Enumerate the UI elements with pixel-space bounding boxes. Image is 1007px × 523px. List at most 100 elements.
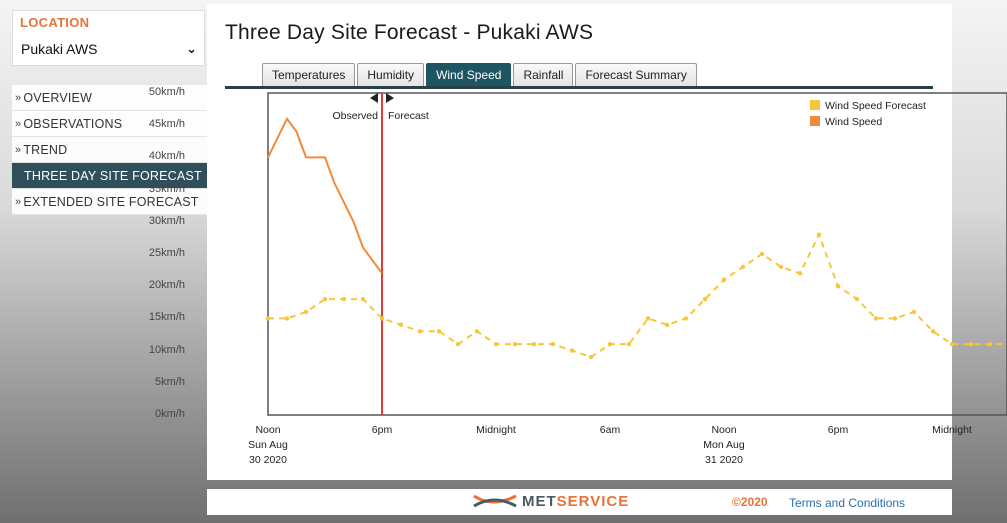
forecast-point — [265, 316, 271, 321]
y-tick-label: 50km/h — [148, 86, 185, 98]
sidebar-item-label: THREE DAY SITE FORECAST — [24, 168, 202, 183]
x-tick-label: 6pm — [372, 424, 393, 436]
forecast-point — [303, 309, 309, 315]
forecast-point — [626, 341, 632, 347]
y-tick-label: 45km/h — [148, 118, 185, 131]
legend-swatch — [810, 116, 820, 126]
forecast-point — [417, 329, 423, 334]
forecast-point — [854, 296, 860, 302]
x-tick-label: Mon Aug — [703, 439, 745, 451]
forecast-point — [455, 341, 461, 347]
forecast-point — [379, 316, 385, 321]
sidebar-item-three-day-forecast[interactable]: THREE DAY SITE FORECAST — [12, 163, 207, 189]
metservice-wordmark: METSERVICE — [522, 492, 630, 510]
sidebar-item-extended-forecast[interactable]: » EXTENDED SITE FORECAST — [12, 189, 207, 215]
sidebar-item-observations[interactable]: » OBSERVATIONS — [12, 111, 207, 137]
y-tick-label: 30km/h — [148, 214, 185, 227]
forecast-point — [721, 277, 727, 282]
forecast-point — [664, 322, 670, 328]
y-tick-label: 10km/h — [148, 343, 185, 356]
tab-rainfall[interactable]: Rainfall — [513, 63, 574, 86]
forecast-point — [873, 316, 879, 321]
observed-label: Observed — [332, 110, 378, 122]
x-tick-label: Sun Aug — [248, 439, 288, 451]
forecast-point — [949, 341, 955, 347]
y-tick-label: 25km/h — [148, 247, 185, 259]
x-tick-label: Noon — [255, 424, 280, 436]
sidebar-item-label: EXTENDED SITE FORECAST — [23, 194, 199, 209]
chevron-down-icon: ⌄ — [186, 41, 197, 56]
forecast-point — [987, 341, 993, 347]
y-tick-label: 15km/h — [148, 311, 185, 324]
tab-bar: Temperatures Humidity Wind Speed Rainfal… — [262, 63, 697, 86]
forecast-point — [607, 341, 613, 347]
forecast-point — [588, 354, 594, 360]
y-tick-label: 40km/h — [148, 150, 185, 163]
forecast-point — [702, 296, 708, 302]
tab-forecast-summary[interactable]: Forecast Summary — [575, 63, 697, 86]
tab-wind-speed[interactable]: Wind Speed — [426, 63, 512, 86]
x-tick-label: Midnight — [932, 424, 972, 436]
double-chevron-right-icon: » — [15, 143, 22, 156]
double-chevron-right-icon: » — [15, 195, 22, 208]
forecast-point — [493, 341, 499, 347]
y-tick-label: 35km/h — [148, 182, 185, 195]
arrow-left-icon — [370, 93, 378, 103]
x-tick-label: Midnight — [476, 424, 516, 436]
footer: METSERVICE ©2020 Terms and Conditions — [207, 489, 952, 515]
forecast-point — [569, 348, 575, 353]
location-select[interactable]: Pukaki AWS ⌄ — [21, 38, 201, 60]
metservice-swoosh-icon — [473, 494, 517, 508]
tab-temperatures[interactable]: Temperatures — [262, 63, 356, 86]
sidebar-item-overview[interactable]: » OVERVIEW — [12, 85, 207, 111]
location-label: LOCATION — [20, 15, 90, 30]
forecast-point — [436, 329, 442, 334]
forecast-point — [322, 296, 328, 302]
copyright: ©2020 — [732, 495, 768, 509]
main-panel: Three Day Site Forecast - Pukaki AWS Tem… — [207, 4, 952, 480]
forecast-point — [531, 341, 537, 347]
forecast-point — [512, 341, 518, 347]
forecast-point — [778, 264, 784, 270]
location-select-value: Pukaki AWS — [21, 41, 98, 57]
sidebar-nav: » OVERVIEW » OBSERVATIONS » TREND THREE … — [12, 85, 207, 215]
forecast-point — [398, 322, 404, 328]
forecast-point — [550, 341, 556, 347]
double-chevron-right-icon: » — [15, 117, 22, 130]
x-tick-label: Noon — [711, 424, 736, 436]
location-box: LOCATION Pukaki AWS ⌄ — [12, 10, 205, 66]
forecast-point — [968, 341, 974, 347]
forecast-point — [360, 296, 366, 302]
sidebar-item-label: TREND — [23, 142, 68, 157]
x-tick-label: 30 2020 — [249, 454, 287, 466]
page-title: Three Day Site Forecast - Pukaki AWS — [225, 21, 594, 44]
y-tick-label: 0km/h — [155, 408, 185, 420]
forecast-point — [759, 251, 765, 257]
x-tick-label: 31 2020 — [705, 454, 743, 466]
double-chevron-right-icon: » — [15, 91, 22, 104]
forecast-point — [930, 329, 936, 334]
forecast-series-line — [268, 232, 1007, 359]
forecast-point — [892, 316, 898, 321]
forecast-point — [683, 316, 689, 321]
legend-label: Wind Speed Forecast — [825, 100, 926, 112]
forecast-point — [645, 316, 651, 321]
forecast-label: Forecast — [388, 110, 429, 122]
tab-humidity[interactable]: Humidity — [357, 63, 425, 86]
forecast-point — [835, 284, 841, 289]
metservice-logo: METSERVICE — [472, 492, 629, 510]
arrow-right-icon — [386, 93, 394, 103]
sidebar-item-trend[interactable]: » TREND — [12, 137, 207, 163]
forecast-point — [284, 316, 290, 321]
forecast-point — [740, 264, 746, 270]
plot-frame — [267, 92, 1007, 416]
forecast-point — [474, 329, 480, 334]
y-tick-label: 5km/h — [155, 375, 185, 388]
terms-link[interactable]: Terms and Conditions — [789, 496, 906, 510]
forecast-point — [911, 309, 917, 315]
x-tick-label: 6pm — [828, 424, 849, 436]
observed-series-line — [267, 116, 383, 274]
legend-swatch — [810, 100, 820, 110]
forecast-point — [797, 271, 803, 276]
